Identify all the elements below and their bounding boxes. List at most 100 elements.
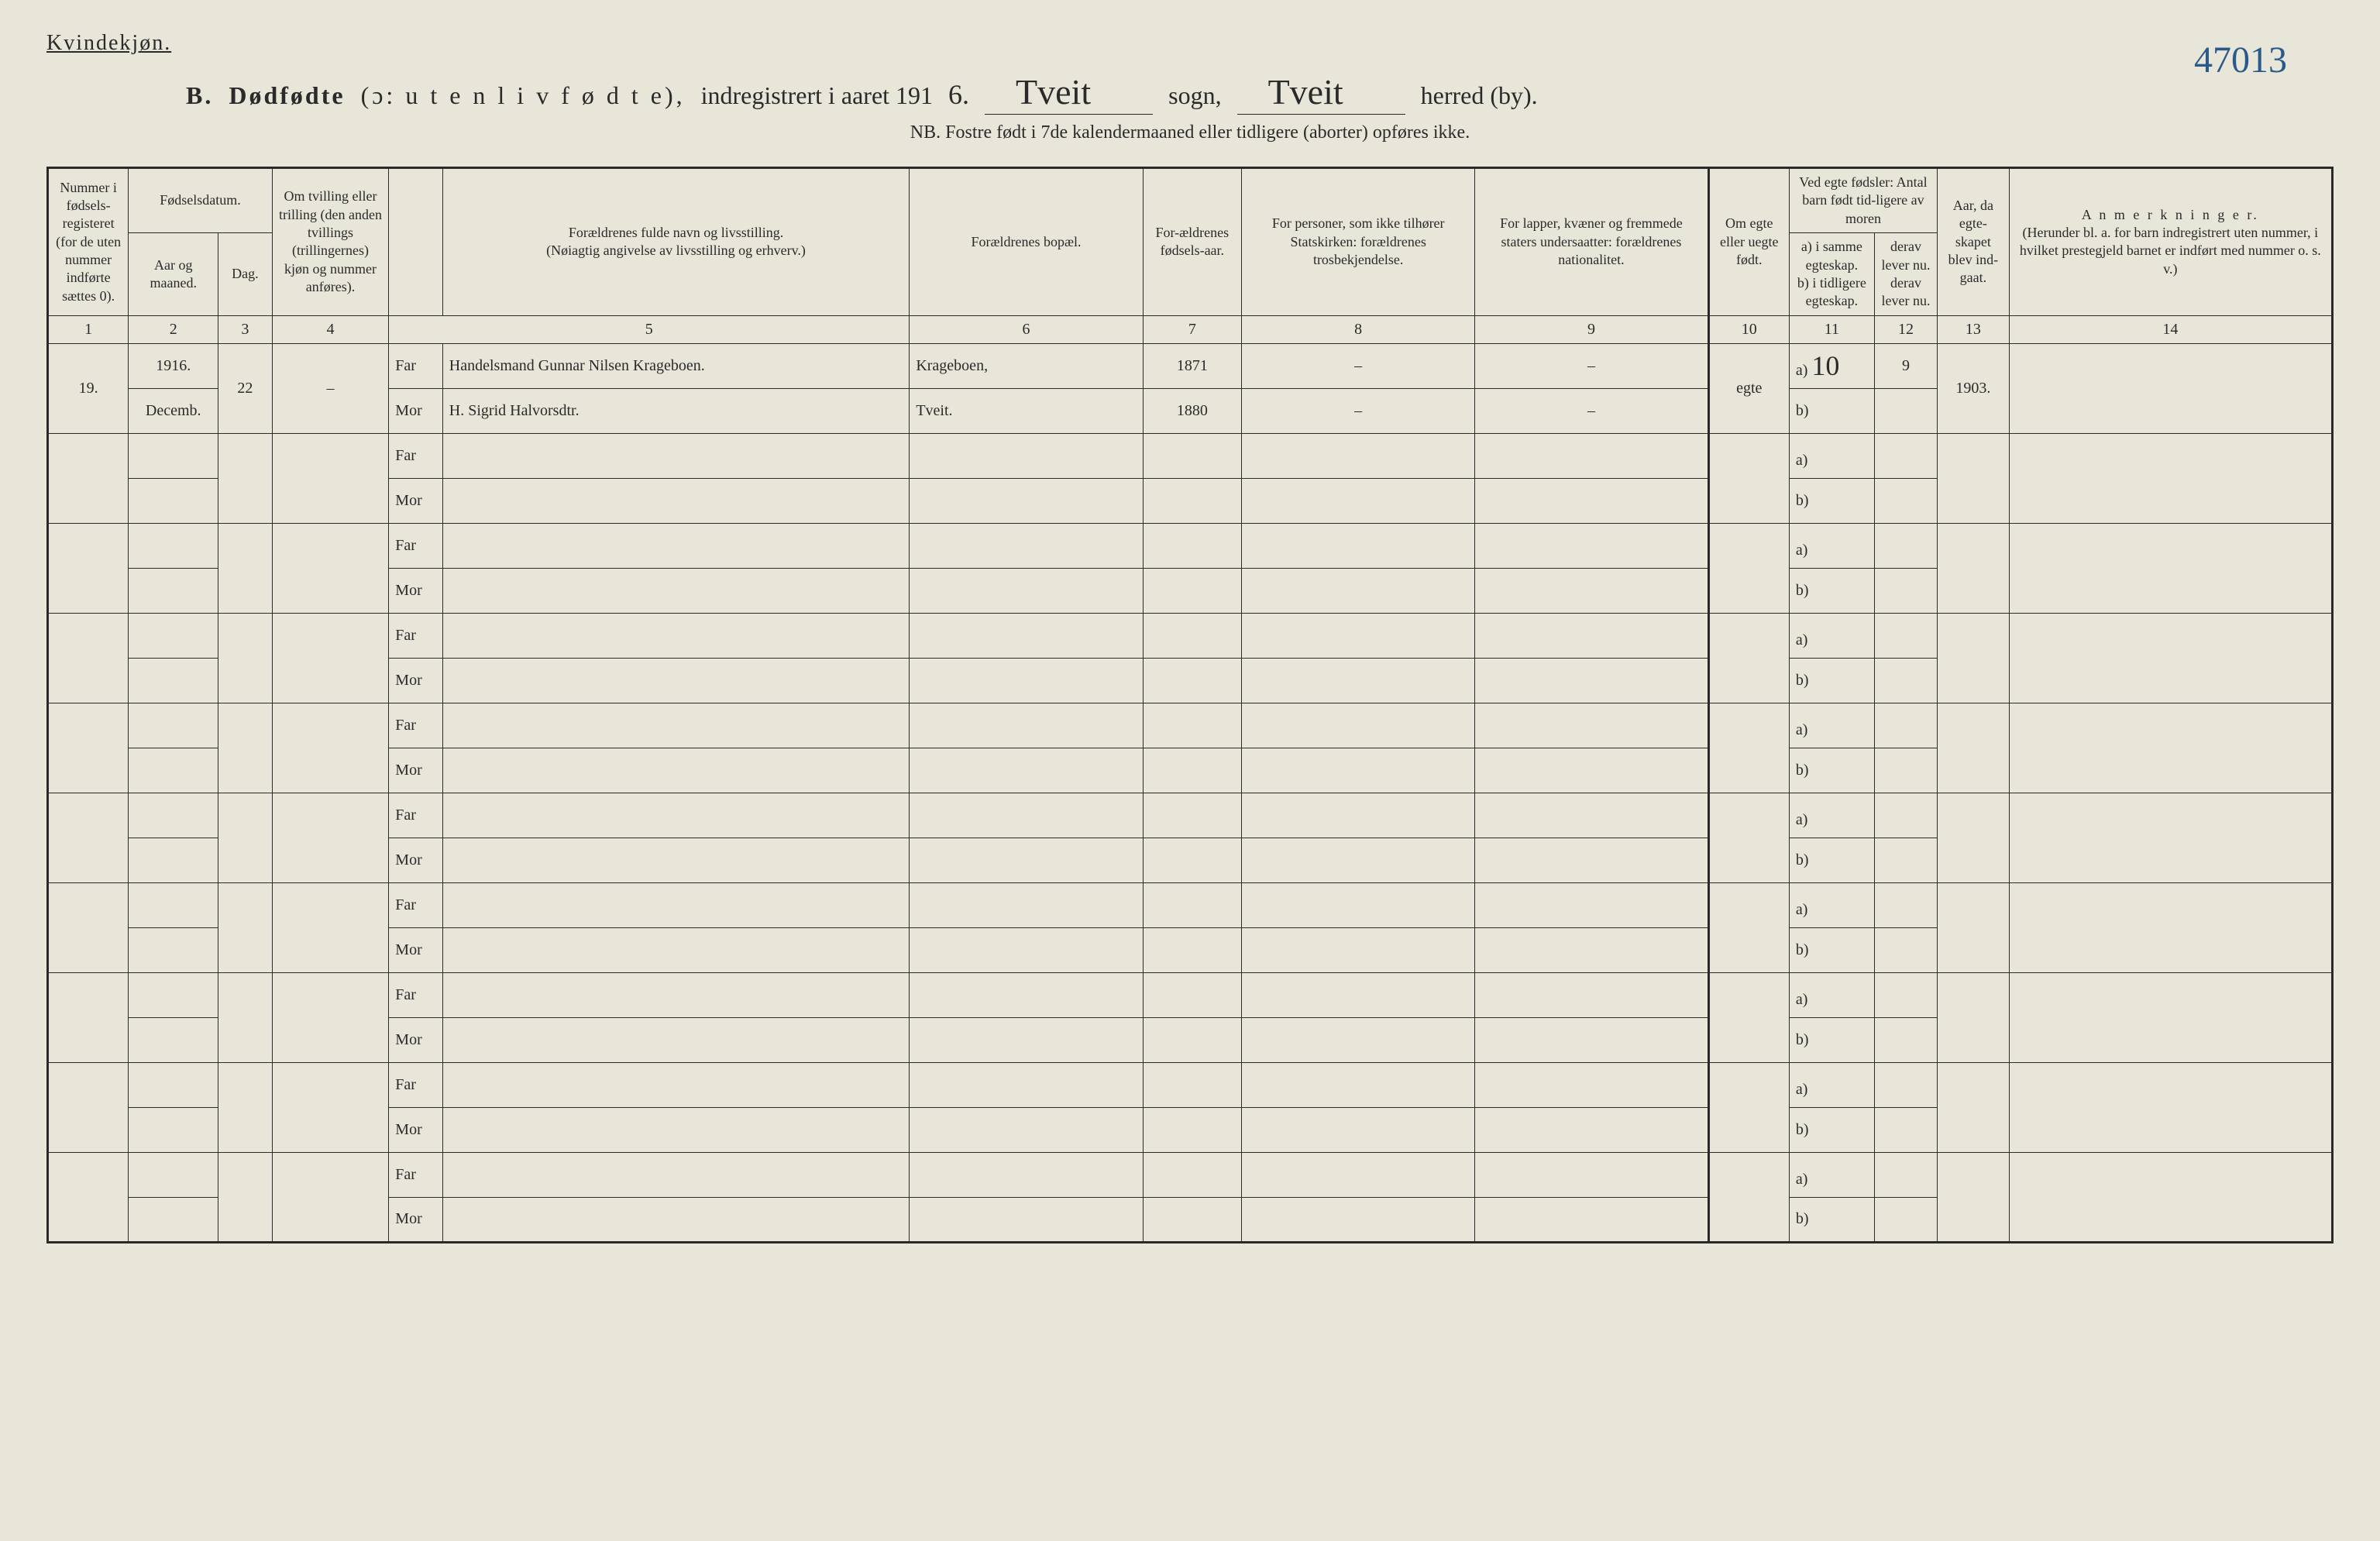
cell-mor-bopel xyxy=(910,1017,1143,1062)
herred-label: herred (by). xyxy=(1421,81,1538,110)
title-paren: (ɔ: u t e n l i v f ø d t e), xyxy=(361,81,686,110)
cell-twin xyxy=(272,703,389,793)
cell-mor-aar xyxy=(1143,1197,1241,1242)
cell-far-aar xyxy=(1143,433,1241,478)
cell-day xyxy=(218,523,273,613)
cell-far-label: Far xyxy=(389,1152,443,1197)
cell-far-nat xyxy=(1475,972,1708,1017)
h-anm-top: A n m e r k n i n g e r. xyxy=(2016,206,2325,224)
cell-b2 xyxy=(1874,927,1937,972)
cell-year-married xyxy=(1938,882,2010,972)
cell-mor-label: Mor xyxy=(389,1017,443,1062)
cell-day xyxy=(218,1062,273,1152)
cell-mor-label: Mor xyxy=(389,838,443,882)
cell-far-aar xyxy=(1143,882,1241,927)
cell-year xyxy=(129,433,218,478)
cell-far-bopel xyxy=(910,1062,1143,1107)
cell-far-nat xyxy=(1475,793,1708,838)
cell-mor-tros xyxy=(1242,1017,1475,1062)
cell-month xyxy=(129,478,218,523)
cell-day: 22 xyxy=(218,343,273,433)
cell-egte xyxy=(1708,613,1789,703)
table-row: Fara) xyxy=(48,1152,2333,1197)
cell-far-bopel: Krageboen, xyxy=(910,343,1143,388)
h-tros: For personer, som ikke tilhører Statskir… xyxy=(1242,168,1475,316)
cell-anm xyxy=(2009,882,2332,972)
cell-a2 xyxy=(1874,613,1937,658)
cell-far-bopel xyxy=(910,972,1143,1017)
table-row: Fara) xyxy=(48,613,2333,658)
cell-mor-tros xyxy=(1242,568,1475,613)
cell-egte xyxy=(1708,703,1789,793)
cell-num xyxy=(48,1152,129,1242)
h-aar-egteskap: Aar, da egte-skapet blev ind-gaat. xyxy=(1938,168,2010,316)
cell-mor-aar xyxy=(1143,838,1241,882)
cell-egte xyxy=(1708,1152,1789,1242)
cell-mor-name xyxy=(442,658,910,703)
cell-year-married xyxy=(1938,523,2010,613)
cell-mor-bopel xyxy=(910,1197,1143,1242)
cell-b: b) xyxy=(1789,568,1874,613)
cell-b2 xyxy=(1874,478,1937,523)
table-row: Fara) xyxy=(48,793,2333,838)
table-row: Fara) xyxy=(48,523,2333,568)
cell-far-tros xyxy=(1242,972,1475,1017)
cell-egte xyxy=(1708,882,1789,972)
cell-mor-aar xyxy=(1143,478,1241,523)
cell-year-married: 1903. xyxy=(1938,343,2010,433)
cell-far-name xyxy=(442,613,910,658)
cell-year xyxy=(129,972,218,1017)
h-egte: Om egte eller uegte født. xyxy=(1708,168,1789,316)
cn12: 12 xyxy=(1874,315,1937,343)
cell-num xyxy=(48,613,129,703)
cell-far-tros xyxy=(1242,613,1475,658)
h-foreldre-navn: Forældrenes fulde navn og livsstilling. … xyxy=(442,168,910,316)
cell-mor-bopel: Tveit. xyxy=(910,388,1143,433)
gender-label: Kvindekjøn. xyxy=(46,31,2334,56)
cn10: 10 xyxy=(1708,315,1789,343)
cell-day xyxy=(218,703,273,793)
cell-far-name xyxy=(442,703,910,748)
cell-day xyxy=(218,793,273,882)
cell-b: b) xyxy=(1789,1197,1874,1242)
cell-far-tros xyxy=(1242,882,1475,927)
h-c10a: a) i samme egteskap. b) i tidligere egte… xyxy=(1789,233,1874,316)
cell-far-name xyxy=(442,793,910,838)
cell-far-name: Handelsmand Gunnar Nilsen Krageboen. xyxy=(442,343,910,388)
cell-year xyxy=(129,523,218,568)
cell-far-aar xyxy=(1143,972,1241,1017)
cell-mor-nat xyxy=(1475,927,1708,972)
cell-mor-nat xyxy=(1475,1107,1708,1152)
title-main: Dødfødte xyxy=(229,81,345,110)
cell-egte xyxy=(1708,793,1789,882)
cell-a: a) xyxy=(1789,972,1874,1017)
cell-mor-name xyxy=(442,838,910,882)
cn13: 13 xyxy=(1938,315,2010,343)
cell-a2 xyxy=(1874,882,1937,927)
sogn-value: Tveit xyxy=(985,71,1153,115)
cell-mor-name xyxy=(442,568,910,613)
cell-far-nat: – xyxy=(1475,343,1708,388)
cell-anm xyxy=(2009,1152,2332,1242)
cell-anm xyxy=(2009,1062,2332,1152)
cell-year xyxy=(129,1152,218,1197)
cell-far-label: Far xyxy=(389,1062,443,1107)
cell-mor-tros xyxy=(1242,748,1475,793)
cell-far-tros xyxy=(1242,1062,1475,1107)
cell-num xyxy=(48,972,129,1062)
cell-far-nat xyxy=(1475,613,1708,658)
cell-twin xyxy=(272,1152,389,1242)
cell-far-label: Far xyxy=(389,433,443,478)
cell-far-name xyxy=(442,972,910,1017)
cell-far-label: Far xyxy=(389,882,443,927)
cell-mor-name xyxy=(442,1197,910,1242)
cell-mor-label: Mor xyxy=(389,748,443,793)
cell-a: a) 10 xyxy=(1789,343,1874,388)
cn11: 11 xyxy=(1789,315,1874,343)
cell-mor-name xyxy=(442,1017,910,1062)
cell-mor-bopel xyxy=(910,927,1143,972)
cell-b: b) xyxy=(1789,1017,1874,1062)
cell-b: b) xyxy=(1789,1107,1874,1152)
cell-mor-nat xyxy=(1475,1197,1708,1242)
cell-far-nat xyxy=(1475,433,1708,478)
